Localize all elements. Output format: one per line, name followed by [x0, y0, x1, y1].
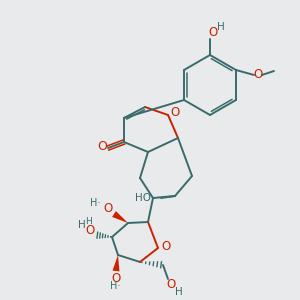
Text: H: H: [217, 22, 225, 32]
Text: HO: HO: [135, 193, 151, 203]
Text: O: O: [208, 26, 217, 38]
Polygon shape: [112, 211, 128, 223]
Text: H·: H·: [90, 198, 100, 208]
Text: O: O: [254, 68, 262, 82]
Polygon shape: [112, 255, 119, 272]
Text: H: H: [175, 287, 183, 297]
Text: O: O: [161, 239, 171, 253]
Text: O: O: [167, 278, 176, 292]
Text: H: H: [78, 220, 86, 230]
Text: O: O: [103, 202, 112, 215]
Text: O: O: [97, 140, 107, 154]
Text: H: H: [85, 217, 92, 226]
Text: H·: H·: [110, 281, 120, 291]
Text: O: O: [170, 106, 180, 119]
Text: O: O: [85, 224, 94, 236]
Text: O: O: [111, 272, 121, 284]
